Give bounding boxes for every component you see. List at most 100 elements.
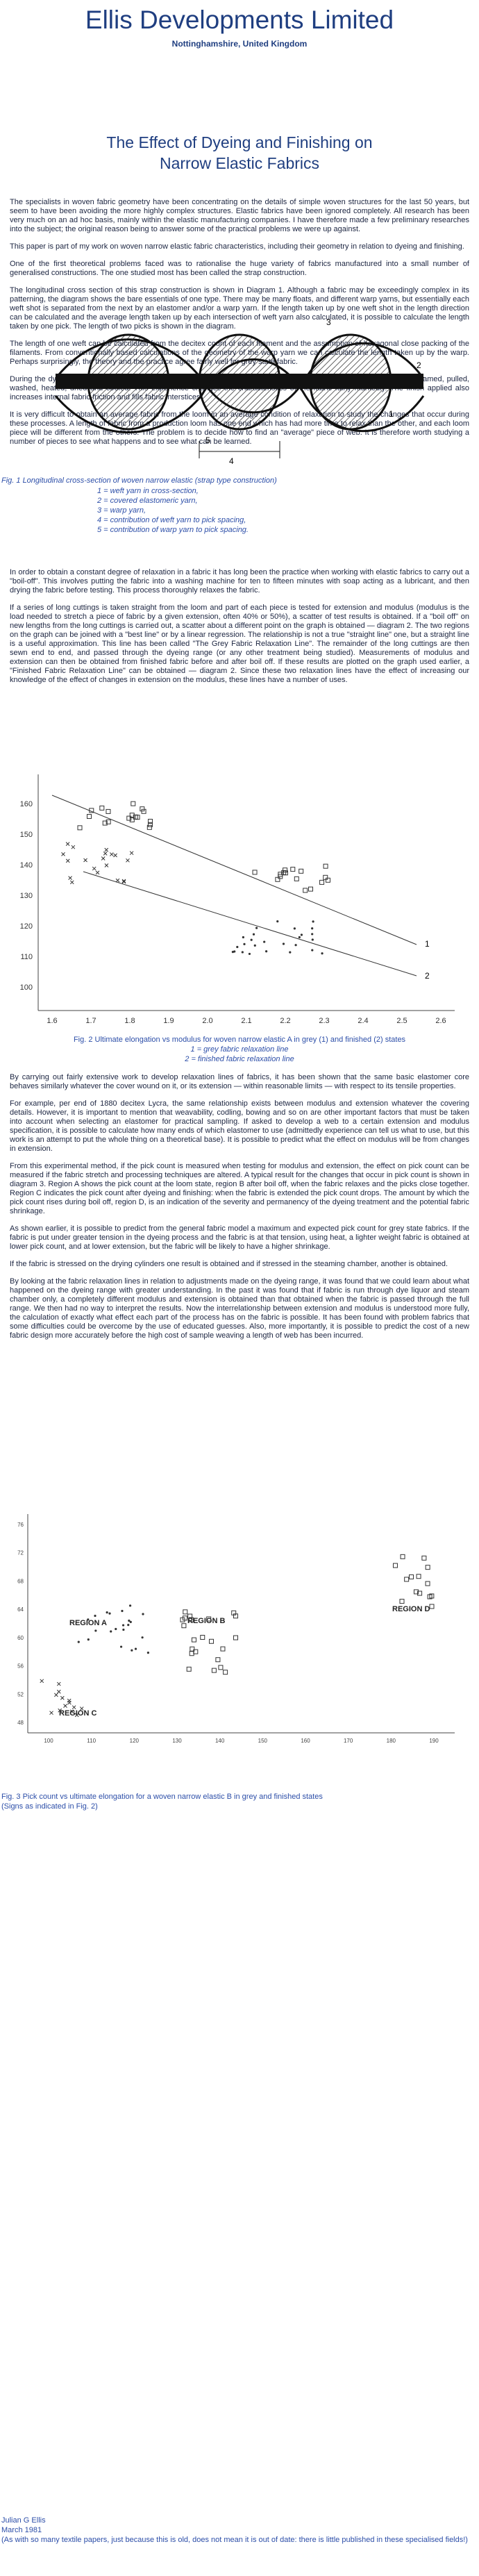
plot-mark bbox=[281, 870, 287, 875]
legend-item: 1 = weft yarn in cross-section, bbox=[97, 487, 199, 495]
plot-mark bbox=[429, 1604, 435, 1609]
plot-mark bbox=[416, 1574, 421, 1579]
plot-mark bbox=[319, 879, 325, 885]
plot-mark bbox=[400, 1554, 405, 1559]
x-tick-label: 150 bbox=[258, 1738, 268, 1744]
y-tick-label: 64 bbox=[17, 1606, 24, 1613]
x-tick-label: 120 bbox=[130, 1738, 140, 1744]
plot-mark bbox=[242, 936, 244, 939]
plot-mark bbox=[425, 1565, 430, 1570]
plot-mark bbox=[147, 822, 153, 827]
x-tick-label: 160 bbox=[301, 1738, 310, 1744]
x-tick-label: 1.6 bbox=[47, 1017, 57, 1025]
plot-mark bbox=[129, 1620, 132, 1623]
plot-mark bbox=[141, 1636, 144, 1639]
x-tick-label: 190 bbox=[429, 1738, 439, 1744]
plot-mark bbox=[183, 1609, 188, 1615]
caption-line: Fig. 3 Pick count vs ultimate elongation… bbox=[1, 1793, 323, 1801]
plot-mark bbox=[233, 1613, 239, 1619]
region-label: REGION D bbox=[392, 1605, 430, 1613]
plot-mark bbox=[69, 880, 74, 885]
plot-mark bbox=[323, 874, 328, 880]
plot-mark bbox=[399, 1599, 405, 1604]
plot-mark bbox=[40, 1679, 44, 1684]
paragraph: If the fabric is stressed on the drying … bbox=[10, 1260, 448, 1268]
x-tick-label: 1.8 bbox=[124, 1017, 135, 1025]
plot-mark bbox=[218, 1665, 224, 1670]
plot-mark bbox=[181, 1623, 187, 1629]
paper-title: The Effect of Dyeing and Finishing on Na… bbox=[0, 132, 479, 174]
plot-mark bbox=[312, 920, 314, 923]
warp-yarn bbox=[54, 358, 425, 433]
plot-mark bbox=[308, 886, 314, 892]
plot-mark bbox=[121, 1609, 124, 1613]
plot-mark bbox=[49, 1711, 53, 1715]
x-tick-label: 2.2 bbox=[280, 1017, 290, 1025]
plot-mark bbox=[413, 1589, 419, 1595]
plot-mark bbox=[200, 1634, 205, 1640]
legend-item: 2 = covered elastomeric yarn, bbox=[97, 497, 198, 505]
plot-mark bbox=[135, 815, 140, 820]
plot-mark bbox=[77, 825, 83, 831]
plot-mark bbox=[148, 819, 153, 824]
plot-mark bbox=[241, 951, 244, 954]
figure-caption: Fig. 2 Ultimate elongation vs modulus fo… bbox=[0, 1035, 479, 1064]
legend-item: 5 = contribution of warp yarn to pick sp… bbox=[97, 526, 249, 534]
plot-mark bbox=[87, 1618, 90, 1621]
line-label: 2 bbox=[425, 971, 430, 981]
plot-mark bbox=[68, 876, 72, 881]
caption-line: 1 = grey fabric relaxation line bbox=[190, 1045, 289, 1054]
plot-mark bbox=[142, 1613, 144, 1615]
plot-mark bbox=[146, 824, 152, 830]
author: Julian G Ellis bbox=[1, 2516, 46, 2525]
plot-mark bbox=[409, 1574, 414, 1579]
y-tick-label: 130 bbox=[20, 892, 33, 900]
x-tick-label: 140 bbox=[215, 1738, 225, 1744]
text-section: In order to obtain a constant degree of … bbox=[10, 568, 469, 693]
y-tick-label: 60 bbox=[17, 1635, 24, 1641]
x-tick-label: 100 bbox=[44, 1738, 53, 1744]
plot-mark bbox=[265, 950, 268, 953]
y-tick-label: 140 bbox=[20, 861, 33, 870]
plot-mark bbox=[321, 952, 323, 955]
plot-mark bbox=[255, 926, 258, 929]
plot-mark bbox=[106, 1611, 108, 1614]
diagram-label: 1 bbox=[389, 409, 394, 419]
diagram-label: 5 bbox=[205, 435, 210, 445]
diagram-label: 2 bbox=[417, 360, 421, 370]
plot-mark bbox=[220, 1646, 226, 1652]
line-label: 1 bbox=[425, 939, 430, 949]
paragraph: By carrying out fairly extensive work to… bbox=[10, 1073, 469, 1090]
x-tick-label: 110 bbox=[87, 1738, 96, 1744]
plot-mark bbox=[233, 950, 236, 953]
plot-mark bbox=[303, 888, 308, 893]
plot-mark bbox=[141, 808, 146, 814]
plot-mark bbox=[109, 852, 114, 856]
paragraph: By looking at the fabric relaxation line… bbox=[10, 1277, 469, 1340]
plot-mark bbox=[54, 1693, 58, 1697]
plot-mark bbox=[193, 1649, 199, 1654]
plot-mark bbox=[146, 1651, 150, 1654]
plot-mark bbox=[110, 1630, 112, 1633]
plot-mark bbox=[290, 867, 296, 872]
plot-mark bbox=[72, 1705, 76, 1710]
x-tick-label: 2.4 bbox=[358, 1017, 368, 1025]
plot-mark bbox=[182, 1615, 187, 1621]
plot-mark bbox=[323, 863, 328, 869]
plot-mark bbox=[128, 1619, 131, 1622]
text-section: By carrying out fairly extensive work to… bbox=[10, 1073, 469, 1349]
elastomer-yarn bbox=[56, 374, 423, 389]
plot-mark bbox=[129, 813, 135, 818]
plot-mark bbox=[127, 1623, 130, 1627]
paragraph: From this experimental method, if the pi… bbox=[10, 1162, 469, 1215]
plot-mark bbox=[236, 945, 239, 949]
y-tick-label: 100 bbox=[20, 983, 33, 992]
x-tick-label: 2.0 bbox=[202, 1017, 212, 1025]
plot-mark bbox=[311, 949, 314, 952]
plot-mark bbox=[289, 951, 292, 954]
caption-line: (Signs as indicated in Fig. 2) bbox=[1, 1802, 98, 1811]
plot-mark bbox=[106, 808, 111, 814]
paragraph: If a series of long cuttings is taken st… bbox=[10, 604, 469, 684]
plot-mark bbox=[128, 1604, 132, 1607]
figure-1: 1 2 3 4 5 bbox=[54, 317, 425, 466]
